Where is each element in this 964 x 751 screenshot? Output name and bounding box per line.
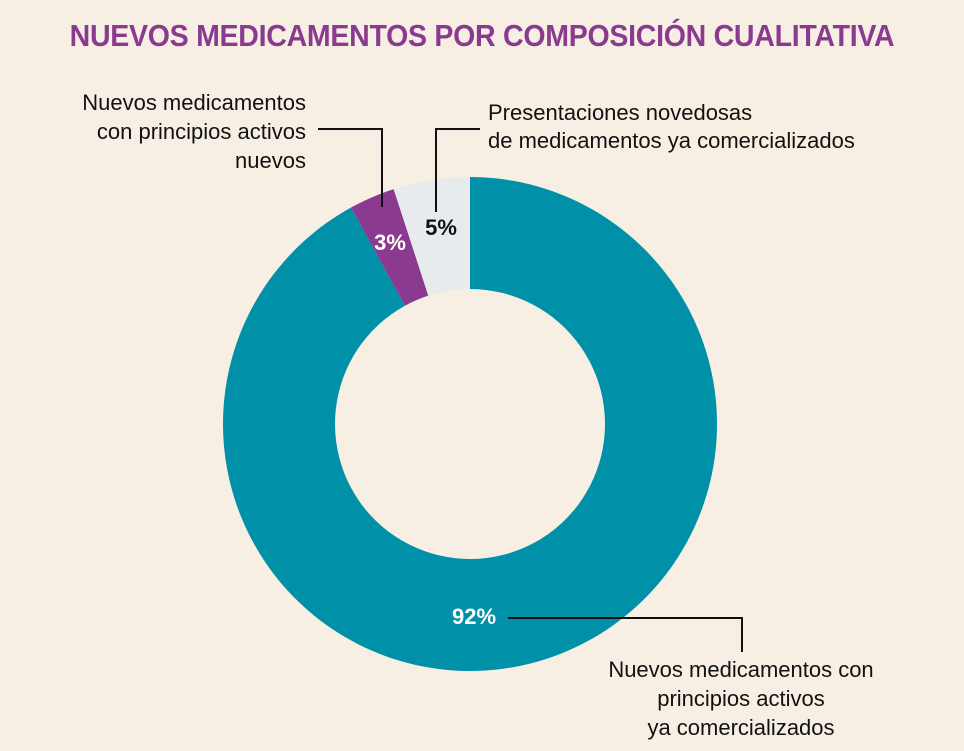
value-label: 3% xyxy=(374,230,406,255)
slice-3pct xyxy=(351,189,429,306)
category-label-line: nuevos xyxy=(235,148,306,173)
category-label: Presentaciones novedosas de medicamentos … xyxy=(488,100,855,153)
category-label-line: con principios activos xyxy=(97,119,306,144)
category-label-line: Presentaciones novedosas xyxy=(488,100,752,125)
value-label: 92% xyxy=(452,604,496,629)
slice-92pct xyxy=(223,177,717,672)
leader-line xyxy=(435,128,480,212)
chart-title: NUEVOS MEDICAMENTOS POR COMPOSICIÓN CUAL… xyxy=(69,18,895,53)
category-label: Nuevos medicamentos con principios activo… xyxy=(608,657,873,740)
category-label-line: de medicamentos ya comercializados xyxy=(488,128,855,153)
category-label-line: Nuevos medicamentos xyxy=(82,90,306,115)
category-label-line: Nuevos medicamentos con xyxy=(608,657,873,682)
slice-5pct xyxy=(393,177,470,296)
category-label-line: principios activos xyxy=(657,686,825,711)
value-label: 5% xyxy=(425,215,457,240)
category-label: Nuevos medicamentos con principios activo… xyxy=(82,90,306,173)
leader-line xyxy=(318,128,383,207)
category-label-line: ya comercializados xyxy=(647,715,834,740)
leader-line xyxy=(508,617,743,652)
